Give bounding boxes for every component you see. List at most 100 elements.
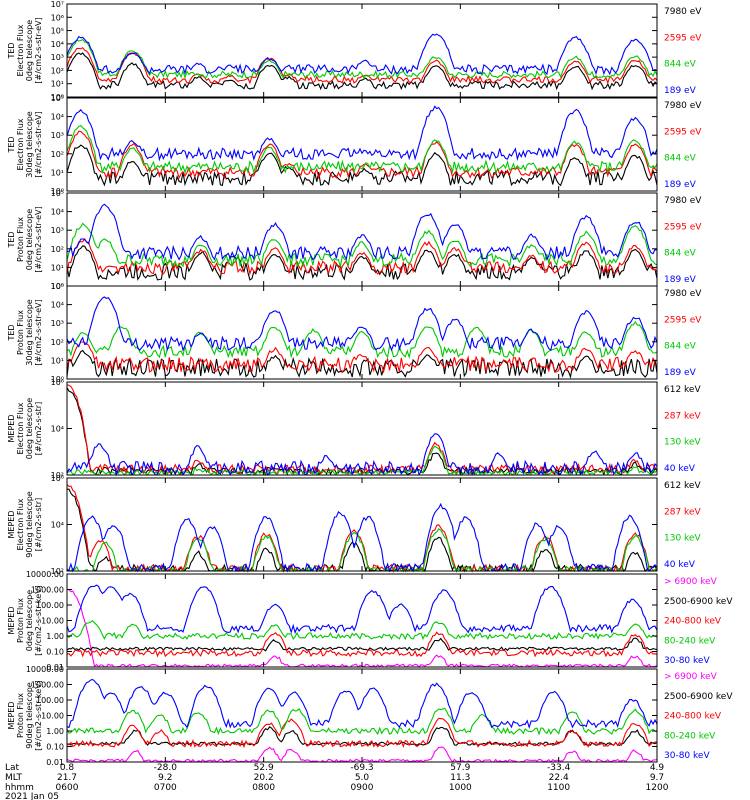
legend-entry: > 6900 keV [664,577,718,587]
y-tick-label: 10⁰ [51,375,64,384]
y-tick-label: 10⁷ [51,0,64,9]
legend-entry: 7980 eV [664,289,702,299]
panel-frame [66,381,658,476]
panel-5: 10² 10⁴ 10⁶ MEPEDElectron Flux0deg telescop… [7,378,701,480]
y-axis-label-line: TED [7,42,16,59]
footer-lat: -33.4 [547,763,571,773]
y-tick-label: 10³ [51,319,64,328]
legend-entry: 287 keV [664,411,701,421]
y-tick-label: 10¹ [51,263,64,272]
footer-row-label: MLT [5,773,23,783]
series-line-2-3 [66,124,658,175]
panel-7: 0.01 0.10 1.00 10.00 100.00 1000.00 10000.00 ME… [7,570,733,672]
panel-6: 10² 10⁴ 10⁶ MEPEDElectron Flux90deg telesco… [7,474,701,576]
panel-3: 10⁰ 10¹ 10² 10³ 10⁴ 10⁵ TEDProton Flux0deg tel… [7,189,702,291]
y-axis-label-line: TED [7,324,16,341]
y-axis-label: TEDProton Flux0deg telescope[#/cm2-s-str… [7,206,43,272]
legend-entry: 7980 eV [664,196,702,206]
series-line-5-1 [66,387,658,476]
y-tick-label: 0.01 [46,758,64,767]
series-line-6-2 [66,484,658,573]
y-tick-label: 10³ [51,53,64,62]
y-tick-label: 10¹ [51,356,64,365]
y-axis-label-line: 0deg telescope [25,590,34,651]
footer-mlt: 5.0 [355,773,370,783]
series-line-8-2 [66,726,658,747]
legend-entry: 612 keV [664,385,701,395]
y-axis-label-line: [#/cm2-s-str-eV] [34,299,43,365]
y-axis-label: MEPEDElectron Flux90deg telescope[#/cm2-… [7,491,43,558]
legend-entry: 189 eV [664,275,697,285]
y-tick-label: 1.00 [46,632,64,641]
series-line-4-3 [66,320,658,360]
y-axis-label-line: MEPED [7,702,16,730]
y-axis-label-line: Electron Flux [16,402,25,454]
y-axis-label-line: Electron Flux [16,498,25,550]
legend-entry: 7980 eV [664,101,702,111]
y-axis-label-line: Proton Flux [16,217,25,262]
panel-4: 10⁰ 10¹ 10² 10³ 10⁴ 10⁵ TEDProton Flux30deg te… [7,282,702,384]
series-line-2-2 [66,130,658,180]
legend-entry: 40 keV [664,464,696,474]
footer-hhmm: 1100 [547,783,570,793]
y-tick-label: 10² [51,471,64,480]
footer-hhmm: 0700 [154,783,177,793]
series-line-7-3 [66,631,658,658]
y-tick-label: 10⁴ [51,521,64,530]
y-axis-label-line: Proton Flux [16,693,25,738]
legend-entry: 189 eV [664,86,697,96]
y-axis-label-line: MEPED [7,511,16,539]
y-tick-label: 10⁵ [51,282,64,291]
y-tick-label: 10⁴ [51,301,64,310]
y-axis-label-line: 30deg telescope [25,299,34,366]
footer-hhmm: 0900 [351,783,374,793]
footer-lat: 4.9 [650,763,665,773]
y-axis-label-line: Proton Flux [16,310,25,355]
legend-entry: 844 eV [664,249,697,259]
legend-entry: 2595 eV [664,315,702,325]
footer-lat: -69.3 [350,763,373,773]
legend-entry: 2595 eV [664,33,702,43]
y-tick-label: 0.10 [46,743,64,752]
series-line-3-3 [66,222,658,269]
series-line-5-4 [66,433,658,477]
legend-entry: 130 keV [664,534,701,544]
y-tick-label: 10⁶ [51,13,64,22]
y-axis-label-line: [#/cm2-s-str] [34,402,43,455]
y-axis-label: TEDProton Flux30deg telescope[#/cm2-s-st… [7,299,43,366]
y-tick-label: 10⁰ [51,187,64,196]
footer-mlt: 20.2 [254,773,274,783]
legend-entry: 80-240 keV [664,731,716,741]
series-line-7-5 [66,584,658,635]
series-line-8-4 [66,707,658,736]
y-axis-label-line: 0deg telescope [25,398,34,459]
y-tick-label: 10.00 [41,712,64,721]
legend-entry: 2500-6900 keV [664,597,733,607]
footer-row-label: 2021 Jan 05 [5,792,59,800]
footer-hhmm: 0600 [56,783,79,793]
y-axis-label-line: MEPED [7,607,16,635]
footer-mlt: 9.2 [158,773,172,783]
y-tick-label: 10000.00 [26,665,64,674]
y-tick-label: 100.00 [36,601,64,610]
y-axis-label: MEPEDProton Flux90deg telescope[#/cm2-s-… [7,680,43,751]
y-tick-label: 10⁴ [51,113,64,122]
y-tick-label: 10.00 [41,617,64,626]
y-axis-label: TEDElectron Flux0deg telescope[#/cm2-s-s… [7,17,43,83]
y-tick-label: 10³ [51,226,64,235]
y-tick-label: 10² [51,338,64,347]
y-tick-label: 10³ [51,131,64,140]
footer-mlt: 22.4 [549,773,569,783]
y-tick-label: 10⁶ [51,474,64,483]
footer-mlt: 11.3 [450,773,470,783]
y-axis-label-line: TED [7,231,16,248]
y-tick-label: 10² [51,150,64,159]
y-axis-label-line: 0deg telescope [25,20,34,81]
footer-row-label: Lat [5,763,20,773]
panel-frame [66,668,658,763]
y-tick-label: 10⁴ [51,425,64,434]
footer-hhmm: 1000 [449,783,472,793]
footer-row-label: hhmm [5,783,34,793]
